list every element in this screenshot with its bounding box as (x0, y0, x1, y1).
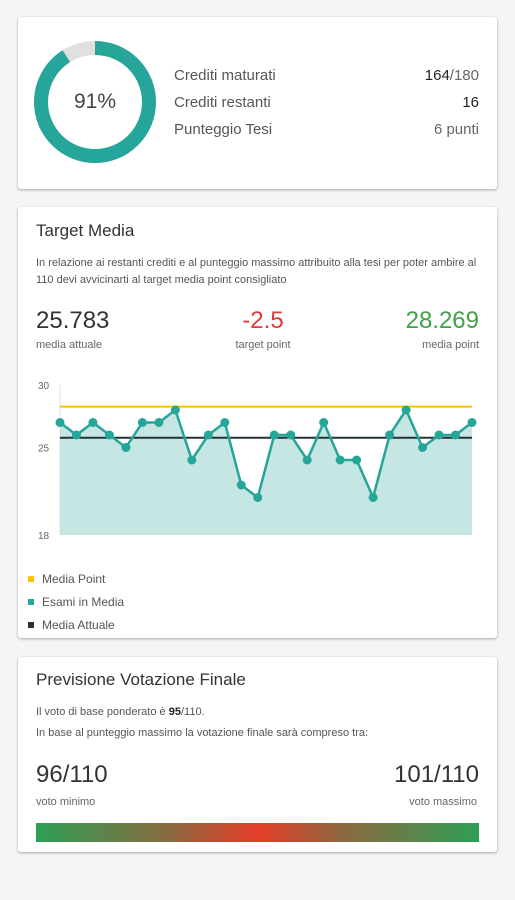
legend-swatch (28, 621, 34, 628)
metric-media-point: 28.269 media point (406, 307, 479, 351)
exam-point (104, 430, 114, 440)
card-title: Previsione Votazione Finale (36, 670, 246, 689)
legend-item-media-attuale: Media Attuale (28, 613, 124, 636)
stat-row-crediti-restanti: Crediti restanti 16 (174, 94, 479, 111)
exam-point (385, 430, 395, 440)
exam-point (302, 455, 312, 465)
exam-point (269, 430, 279, 440)
range-intro-text: In base al punteggio massimo la votazion… (36, 727, 369, 739)
exam-point (401, 405, 411, 415)
donut-progress-arc (34, 41, 156, 163)
card-title: Target Media (36, 221, 135, 240)
base-grade-text: Il voto di base ponderato è 95/110. (36, 706, 205, 718)
legend-swatch (28, 598, 34, 605)
grades-line-chart: 30 25 18 (38, 381, 477, 542)
grade-range-gradient-bar (36, 823, 479, 842)
exam-point (88, 418, 98, 427)
metric-value: -2.5 (242, 307, 284, 334)
credits-donut-chart (34, 41, 156, 163)
exam-point (467, 418, 477, 427)
stat-label: Crediti maturati (174, 67, 276, 84)
exam-point (335, 455, 345, 465)
metric-caption: media attuale (36, 339, 103, 351)
max-grade-caption: voto massimo (409, 796, 477, 808)
legend-swatch (28, 575, 34, 582)
exam-point (71, 430, 81, 440)
target-media-card: Target Media In relazione ai restanti cr… (18, 207, 497, 638)
stat-value: 164/180 (424, 67, 479, 84)
exam-point (137, 418, 147, 427)
exam-area-fill (60, 410, 472, 535)
exam-point (352, 455, 362, 465)
exam-point (368, 493, 378, 502)
progress-card: 91% Crediti maturati 164/180 Crediti res… (18, 17, 497, 189)
exam-point (451, 430, 461, 440)
target-description: In relazione ai restanti crediti e al pu… (36, 257, 477, 286)
y-tick-label: 30 (38, 381, 50, 392)
exam-point (154, 418, 164, 427)
forecast-card: Previsione Votazione Finale Il voto di b… (18, 657, 497, 852)
exam-point (203, 430, 213, 440)
exam-series-line (59, 407, 473, 502)
max-grade-value: 101/110 (394, 761, 479, 788)
metric-caption: target point (235, 339, 291, 351)
exam-point (319, 418, 329, 427)
stat-row-crediti-maturati: Crediti maturati 164/180 (174, 67, 479, 84)
stat-value: 16 (462, 94, 479, 111)
stat-value: 6 punti (433, 121, 479, 138)
legend-label: Media Attuale (42, 617, 115, 632)
exam-point (220, 418, 230, 427)
legend-item-media-point: Media Point (28, 567, 124, 590)
min-grade-value: 96/110 (36, 761, 108, 788)
exam-point (55, 418, 65, 427)
metric-value: 25.783 (36, 307, 110, 334)
exam-point (236, 480, 246, 490)
legend-label: Esami in Media (42, 594, 125, 609)
stat-row-punteggio-tesi: Punteggio Tesi 6 punti (174, 121, 479, 138)
stat-label: Crediti restanti (174, 94, 271, 111)
legend-label: Media Point (42, 571, 106, 586)
exam-point (286, 430, 296, 440)
exam-point (121, 443, 131, 452)
metric-value: 28.269 (405, 307, 479, 334)
exam-point (253, 493, 263, 502)
exam-point (434, 430, 444, 440)
stat-label: Punteggio Tesi (174, 121, 273, 138)
metric-caption: media point (422, 339, 479, 351)
metric-current-average: 25.783 media attuale (36, 307, 109, 351)
exam-point (418, 443, 428, 452)
y-tick-label: 25 (38, 444, 50, 455)
metric-target-point: -2.5 target point (218, 307, 308, 351)
legend-item-esami-in-media: Esami in Media (28, 590, 124, 613)
min-grade-caption: voto minimo (36, 796, 96, 808)
exam-point (170, 405, 180, 415)
y-tick-label: 18 (38, 531, 50, 542)
progress-percent: 91% (73, 90, 117, 113)
chart-legend: Media Point Esami in Media Media Attuale (28, 567, 124, 636)
exam-point (187, 455, 197, 465)
